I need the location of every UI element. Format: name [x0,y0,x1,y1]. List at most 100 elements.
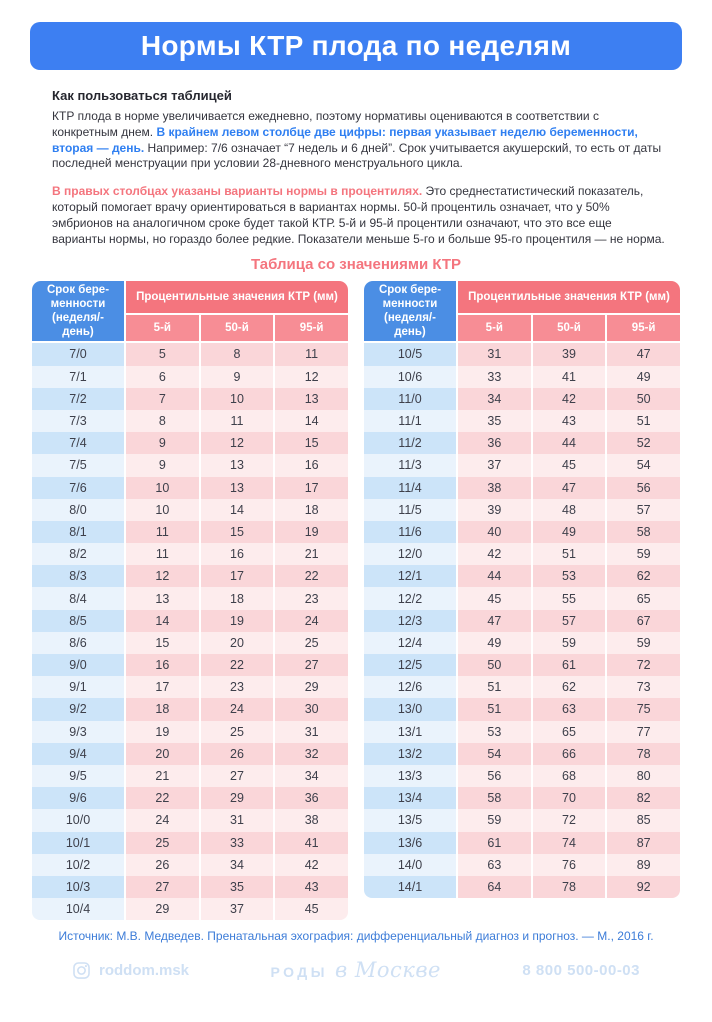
percentile-header-5-й: 5-й [458,315,531,344]
value-cell: 9 [126,432,199,455]
term-cell: 7/2 [32,387,124,410]
ktr-table-right: Срок бере- менности (неделя/- день) Проце… [364,281,680,920]
value-cell: 21 [275,543,348,566]
value-cell: 27 [200,764,274,788]
value-cell: 13 [200,476,274,499]
value-cell: 49 [458,631,531,654]
value-cell: 63 [458,853,531,876]
value-cell: 65 [607,587,680,610]
value-cell: 62 [532,676,606,699]
term-cell: 9/2 [32,698,124,721]
value-cell: 24 [200,698,274,721]
value-cell: 62 [607,565,680,588]
value-cell: 57 [607,498,680,521]
value-cell: 17 [200,565,274,588]
term-cell: 8/5 [32,609,124,632]
ktr-table-left: Срок бере- менности (неделя/- день) Проце… [32,281,348,921]
value-cell: 24 [275,609,348,632]
value-cell: 51 [607,409,680,433]
value-cell: 53 [532,565,606,588]
value-cell: 43 [532,409,606,433]
value-cell: 44 [458,565,531,588]
ktr-tables: Срок бере- менности (неделя/- день) Проце… [32,281,680,921]
term-cell: 11/6 [364,520,456,544]
value-cell: 33 [200,831,274,854]
value-cell: 72 [532,809,606,832]
value-cell: 26 [126,853,199,876]
term-cell: 7/0 [32,343,124,366]
source-line: Источник: М.В. Медведев. Пренатальная эх… [58,929,654,944]
value-cell: 42 [532,387,606,410]
table-title: Таблица со значениями КТР [250,256,462,274]
term-column-header: Срок бере- менности (неделя/- день) [364,281,456,344]
value-cell: 64 [458,875,531,899]
value-cell: 17 [275,476,348,499]
para2-text: Это среднестатистический показатель, кот… [52,184,665,246]
value-cell: 18 [275,498,348,521]
percentile-group-header: Процентильные значения КТР (мм) [126,281,348,316]
term-cell: 13/5 [364,809,456,832]
value-cell: 85 [607,809,680,832]
value-cell: 26 [200,742,274,765]
value-cell: 58 [607,520,680,544]
value-cell: 10 [126,498,199,521]
value-cell: 51 [458,676,531,699]
value-cell: 92 [607,875,680,899]
value-cell: 34 [200,853,274,876]
value-cell: 18 [200,587,274,610]
term-cell: 7/5 [32,454,124,477]
value-cell: 47 [532,476,606,499]
term-cell: 14/1 [364,875,456,899]
term-column-header: Срок бере- менности (неделя/- день) [32,281,124,344]
term-cell: 10/1 [32,831,124,854]
value-cell: 30 [275,698,348,721]
value-cell: 10 [200,387,274,410]
intro-paragraph-1: КТР плода в норме увеличивается ежедневн… [52,109,668,172]
value-cell: 89 [607,853,680,876]
value-cell: 39 [532,343,606,366]
value-cell: 8 [126,409,199,433]
value-cell: 59 [458,809,531,832]
instagram-icon [72,961,91,980]
value-cell: 36 [458,432,531,455]
percentile-header-50-й: 50-й [532,315,606,344]
value-cell: 29 [200,787,274,810]
value-cell: 47 [458,609,531,632]
value-cell: 50 [458,654,531,677]
value-cell: 55 [532,587,606,610]
value-cell: 54 [458,742,531,765]
term-cell: 12/1 [364,565,456,588]
value-cell: 58 [458,787,531,810]
term-cell: 13/2 [364,742,456,765]
value-cell: 23 [275,587,348,610]
value-cell: 35 [458,409,531,433]
term-cell: 12/4 [364,631,456,654]
value-cell: 12 [275,365,348,388]
howto-heading: Как пользоваться таблицей [52,88,232,103]
brand-logo-script: в Москве [334,958,441,983]
term-cell: 8/2 [32,543,124,566]
value-cell: 41 [275,831,348,854]
value-cell: 42 [458,543,531,566]
term-cell: 11/0 [364,387,456,410]
term-cell: 12/3 [364,609,456,632]
value-cell: 6 [126,365,199,388]
value-cell: 74 [532,831,606,854]
term-cell: 10/5 [364,343,456,366]
term-cell: 11/3 [364,454,456,477]
value-cell: 47 [607,343,680,366]
value-cell: 13 [200,454,274,477]
value-cell: 29 [126,898,199,921]
value-cell: 61 [458,831,531,854]
term-cell: 8/4 [32,587,124,610]
value-cell: 15 [200,520,274,544]
value-cell: 72 [607,654,680,677]
value-cell: 49 [532,520,606,544]
value-cell: 14 [126,609,199,632]
term-cell: 9/5 [32,764,124,788]
value-cell: 16 [126,654,199,677]
value-cell: 31 [275,720,348,743]
value-cell: 22 [126,787,199,810]
value-cell: 25 [126,831,199,854]
page-title: Нормы КТР плода по неделям [30,22,682,70]
